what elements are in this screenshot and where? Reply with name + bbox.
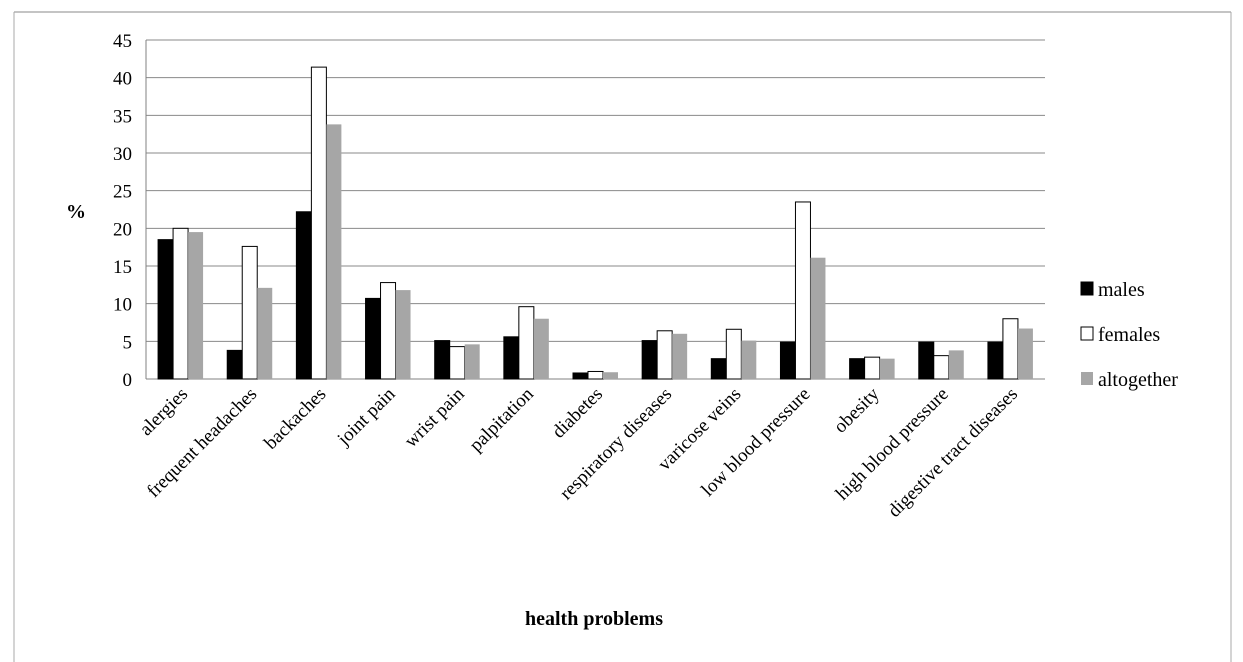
x-axis-title: health problems <box>525 608 663 630</box>
bar-altogether-10 <box>879 358 895 379</box>
y-tick-label: 45 <box>113 31 132 52</box>
y-tick-label: 10 <box>113 295 132 316</box>
bar-males-1 <box>226 349 243 380</box>
bar-altogether-8 <box>741 340 757 379</box>
bar-altogether-3 <box>395 290 411 379</box>
legend-label-females: females <box>1098 324 1160 346</box>
bar-males-5 <box>503 336 520 380</box>
y-tick-label: 40 <box>113 69 132 90</box>
bar-females-1 <box>241 245 258 380</box>
bar-males-8 <box>710 358 727 380</box>
y-tick-label: 25 <box>113 182 132 203</box>
bar-females-6 <box>587 370 604 380</box>
bar-males-2 <box>295 211 312 380</box>
legend-swatch-females <box>1080 326 1094 341</box>
bars <box>157 66 1033 380</box>
bar-altogether-11 <box>948 350 964 379</box>
bar-males-12 <box>987 341 1004 380</box>
legend-label-males: males <box>1098 279 1145 301</box>
y-tick-label: 15 <box>113 257 132 278</box>
bar-altogether-9 <box>810 257 826 379</box>
x-category-label: palpitation <box>466 383 539 456</box>
gridlines <box>145 39 1045 380</box>
bar-males-9 <box>779 341 796 380</box>
y-axis-ticks: 0 5 10 15 20 25 30 35 40 45 <box>113 31 132 391</box>
x-category-label: joint pain <box>333 383 400 450</box>
y-tick-label: 35 <box>113 106 132 127</box>
x-category-label: wrist pain <box>401 383 470 452</box>
bar-females-4 <box>449 346 466 380</box>
bar-males-4 <box>434 340 451 380</box>
bar-females-12 <box>1002 318 1019 380</box>
y-tick-label: 20 <box>113 219 132 240</box>
bar-females-7 <box>656 330 673 380</box>
bar-males-3 <box>365 297 382 380</box>
bar-females-9 <box>794 201 811 380</box>
y-tick-label: 30 <box>113 144 132 165</box>
bar-females-8 <box>725 328 742 380</box>
x-category-label: diabetes <box>548 384 607 443</box>
legend-swatch-altogether <box>1081 372 1093 385</box>
bar-females-10 <box>864 356 881 380</box>
bar-altogether-4 <box>464 344 480 379</box>
x-category-label: digestive tract diseases <box>884 384 1022 522</box>
legend: males females altogether <box>1080 279 1178 391</box>
bar-females-3 <box>380 282 397 380</box>
bar-males-6 <box>572 372 589 380</box>
bar-females-2 <box>310 66 327 380</box>
bar-altogether-7 <box>672 333 688 379</box>
bar-altogether-1 <box>257 287 273 379</box>
x-category-label: obesity <box>830 383 884 437</box>
legend-label-altogether: altogether <box>1098 369 1178 391</box>
bar-altogether-6 <box>603 372 618 379</box>
bar-altogether-5 <box>533 318 549 379</box>
y-tick-label: 5 <box>123 332 133 353</box>
bar-males-10 <box>849 358 866 380</box>
bar-males-7 <box>641 340 658 380</box>
bar-females-5 <box>518 306 535 380</box>
bar-altogether-12 <box>1017 328 1033 379</box>
bar-males-0 <box>157 239 174 380</box>
y-tick-label: 0 <box>123 370 133 391</box>
x-category-label: backaches <box>260 384 330 454</box>
legend-swatch-males <box>1080 281 1094 296</box>
y-axis-title: % <box>66 201 86 223</box>
bar-altogether-0 <box>188 232 204 379</box>
bar-females-11 <box>933 355 950 380</box>
x-category-label: alergies <box>136 384 192 440</box>
bar-males-11 <box>918 341 935 380</box>
bar-females-0 <box>172 227 189 380</box>
bar-altogether-2 <box>326 124 342 379</box>
